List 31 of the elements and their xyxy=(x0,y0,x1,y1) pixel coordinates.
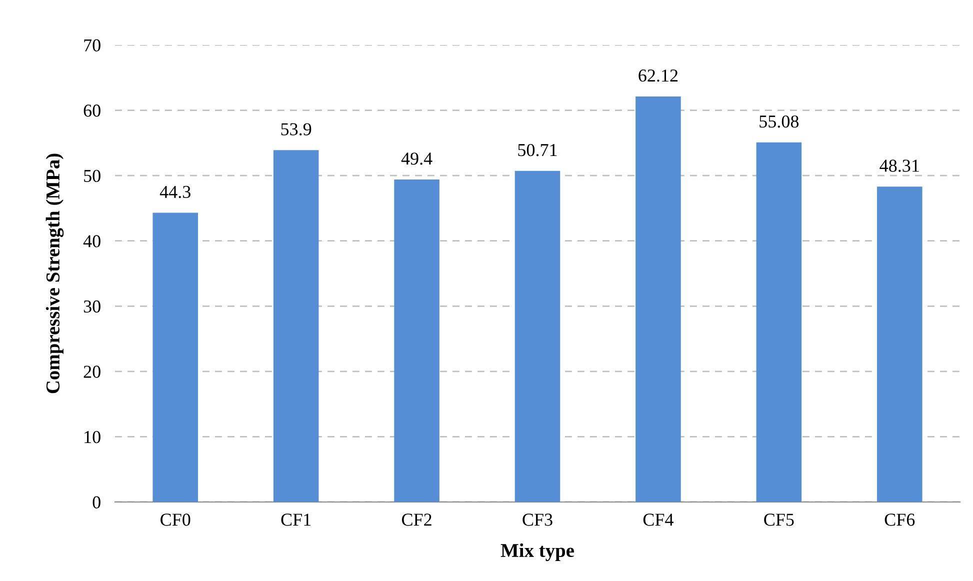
data-label: 62.12 xyxy=(638,70,678,82)
x-tick-label: CF1 xyxy=(281,514,311,526)
x-tick-label: CF0 xyxy=(160,514,190,526)
data-label: 53.9 xyxy=(281,123,312,136)
y-tick-label: 0 xyxy=(92,496,100,508)
y-tick-label: 40 xyxy=(83,235,100,248)
bar xyxy=(152,212,198,502)
y-tick-label: 70 xyxy=(84,39,100,52)
x-tick-label: CF3 xyxy=(522,514,552,526)
bar xyxy=(636,96,681,502)
data-label: 49.4 xyxy=(401,152,432,165)
y-tick-label: 60 xyxy=(84,104,100,117)
y-tick-label: 10 xyxy=(84,430,100,444)
y-axis-title: Compressive Strength (MPa) xyxy=(46,154,64,394)
y-tick-label: 20 xyxy=(84,366,100,378)
x-tick-label: CF4 xyxy=(643,514,674,526)
bar xyxy=(394,179,440,502)
data-label: 50.71 xyxy=(518,144,557,156)
data-label: 55.08 xyxy=(760,115,799,128)
data-label: 48.31 xyxy=(880,160,919,172)
x-tick-label: CF5 xyxy=(764,514,794,526)
x-tick-label: CF6 xyxy=(884,514,915,526)
x-tick-label: CF2 xyxy=(402,514,432,526)
bar xyxy=(756,142,802,502)
y-tick-label: 50 xyxy=(84,170,100,182)
data-label: 44.3 xyxy=(160,186,190,198)
bar xyxy=(514,170,560,502)
y-tick-label: 30 xyxy=(84,300,100,313)
bar xyxy=(877,186,922,502)
x-axis-title: Mix type xyxy=(500,543,574,562)
bar xyxy=(273,150,319,502)
